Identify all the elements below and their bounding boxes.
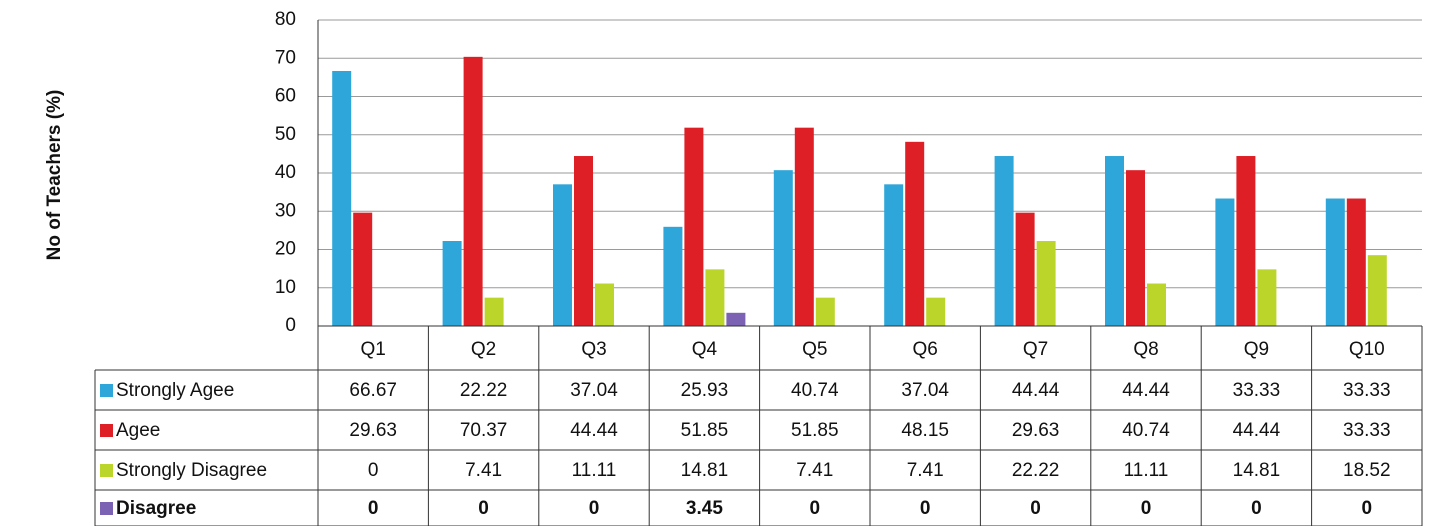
legend-label: Agee — [116, 420, 160, 441]
x-tick-label: Q7 — [1023, 339, 1048, 360]
y-axis-label: No of Teachers (%) — [44, 90, 65, 261]
table-value: 51.85 — [681, 420, 729, 441]
bar — [684, 127, 704, 326]
x-tick-label: Q1 — [361, 339, 386, 360]
legend-label: Strongly Disagree — [116, 460, 267, 481]
table-value: 3.45 — [686, 498, 723, 519]
y-tick-label: 70 — [275, 47, 296, 68]
x-tick-label: Q5 — [802, 339, 827, 360]
bar — [484, 297, 504, 326]
x-tick-label: Q8 — [1133, 339, 1158, 360]
table-value: 44.44 — [570, 420, 618, 441]
y-tick-label: 0 — [285, 315, 296, 336]
table-value: 33.33 — [1233, 380, 1281, 401]
x-tick-label: Q3 — [581, 339, 606, 360]
table-value: 51.85 — [791, 420, 839, 441]
y-tick-label: 60 — [275, 86, 296, 107]
table-value: 44.44 — [1233, 420, 1281, 441]
table-value: 37.04 — [901, 380, 949, 401]
table-value: 44.44 — [1012, 380, 1060, 401]
y-tick-label: 30 — [275, 200, 296, 221]
y-tick-label: 50 — [275, 124, 296, 145]
bar — [1215, 198, 1235, 326]
legend-label: Disagree — [116, 498, 196, 519]
bar — [1147, 283, 1166, 326]
bar — [553, 184, 572, 326]
x-tick-label: Q9 — [1244, 339, 1269, 360]
bar — [1257, 269, 1277, 326]
table-value: 40.74 — [1122, 420, 1170, 441]
x-tick-label: Q6 — [913, 339, 938, 360]
bar — [1236, 156, 1256, 326]
y-tick-label: 80 — [275, 9, 296, 30]
table-value: 0 — [368, 498, 379, 519]
table-value: 14.81 — [681, 460, 729, 481]
y-tick-label: 10 — [275, 277, 296, 298]
bar — [773, 170, 793, 326]
table-value: 48.15 — [901, 420, 949, 441]
bar — [815, 297, 835, 326]
bar — [1325, 198, 1345, 326]
x-tick-label: Q2 — [471, 339, 496, 360]
table-value: 70.37 — [460, 420, 508, 441]
table-value: 0 — [1030, 498, 1041, 519]
bar — [595, 283, 614, 326]
x-tick-label: Q10 — [1349, 339, 1385, 360]
table-value: 0 — [478, 498, 489, 519]
table-value: 14.81 — [1233, 460, 1281, 481]
bar — [1105, 156, 1124, 326]
table-value: 0 — [589, 498, 600, 519]
table-value: 0 — [1362, 498, 1373, 519]
bar — [463, 56, 483, 327]
table-value: 25.93 — [681, 380, 729, 401]
legend-swatch — [100, 464, 113, 477]
table-value: 0 — [810, 498, 821, 519]
table-value: 7.41 — [465, 460, 502, 481]
table-value: 0 — [368, 460, 379, 481]
table-value: 33.33 — [1343, 420, 1391, 441]
bar — [794, 127, 814, 326]
bar — [705, 269, 725, 326]
table-value: 18.52 — [1343, 460, 1391, 481]
bar — [353, 212, 373, 326]
table-value: 29.63 — [1012, 420, 1060, 441]
table-value: 66.67 — [349, 380, 397, 401]
bar — [332, 70, 352, 327]
legend-swatch — [100, 384, 113, 397]
bar — [574, 156, 593, 326]
table-value: 44.44 — [1122, 380, 1170, 401]
bar — [1367, 255, 1387, 326]
bar — [442, 241, 462, 326]
bar — [994, 156, 1014, 326]
table-value: 40.74 — [791, 380, 839, 401]
table-value: 0 — [1141, 498, 1152, 519]
table-value: 0 — [1251, 498, 1262, 519]
table-value: 33.33 — [1343, 380, 1391, 401]
bar — [663, 226, 683, 326]
bar — [926, 297, 946, 326]
legend-swatch — [100, 424, 113, 437]
y-tick-label: 40 — [275, 162, 296, 183]
table-value: 22.22 — [1012, 460, 1060, 481]
y-tick-label: 20 — [275, 239, 296, 260]
table-value: 37.04 — [570, 380, 618, 401]
table-value: 29.63 — [349, 420, 397, 441]
bar — [884, 184, 904, 326]
legend-swatch — [100, 502, 113, 515]
x-tick-label: Q4 — [692, 339, 718, 360]
table-value: 7.41 — [796, 460, 833, 481]
table-value: 11.11 — [1124, 460, 1169, 481]
bar — [1126, 170, 1145, 326]
bar — [726, 312, 746, 326]
bar — [1346, 198, 1366, 326]
table-value: 7.41 — [907, 460, 944, 481]
table-value: 0 — [920, 498, 931, 519]
table-value: 22.22 — [460, 380, 508, 401]
bar — [1036, 241, 1056, 326]
bar — [905, 141, 925, 326]
legend-label: Strongly Agee — [116, 380, 234, 401]
table-value: 11.11 — [572, 460, 617, 481]
bar — [1015, 212, 1035, 326]
